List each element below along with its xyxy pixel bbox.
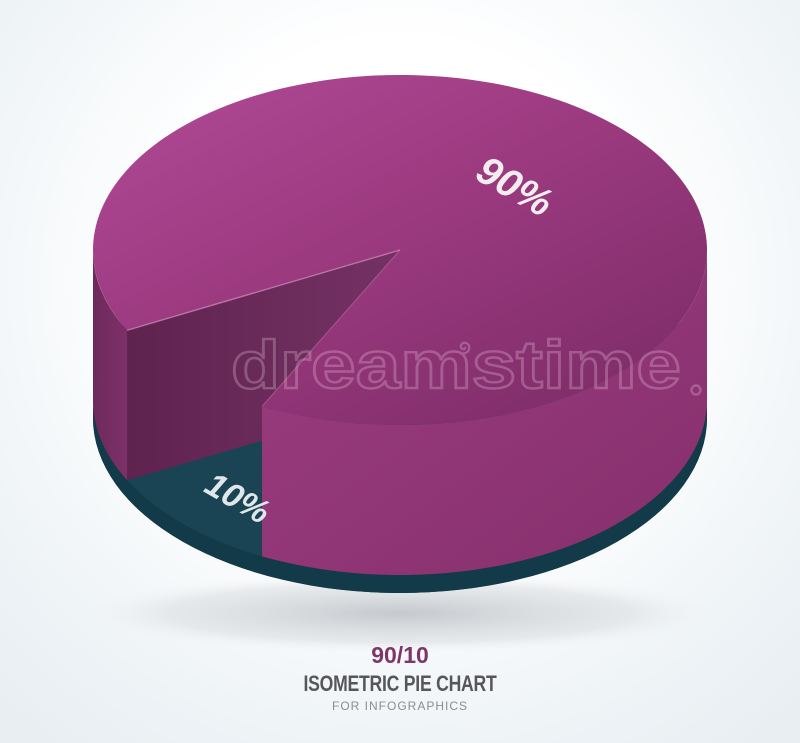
svg-text:FOR INFOGRAPHICS: FOR INFOGRAPHICS [332, 699, 468, 713]
svg-text:90/10: 90/10 [371, 642, 429, 668]
svg-text:ISOMETRIC PIE CHART: ISOMETRIC PIE CHART [304, 671, 498, 696]
svg-text:dreamstime: dreamstime [231, 327, 681, 403]
